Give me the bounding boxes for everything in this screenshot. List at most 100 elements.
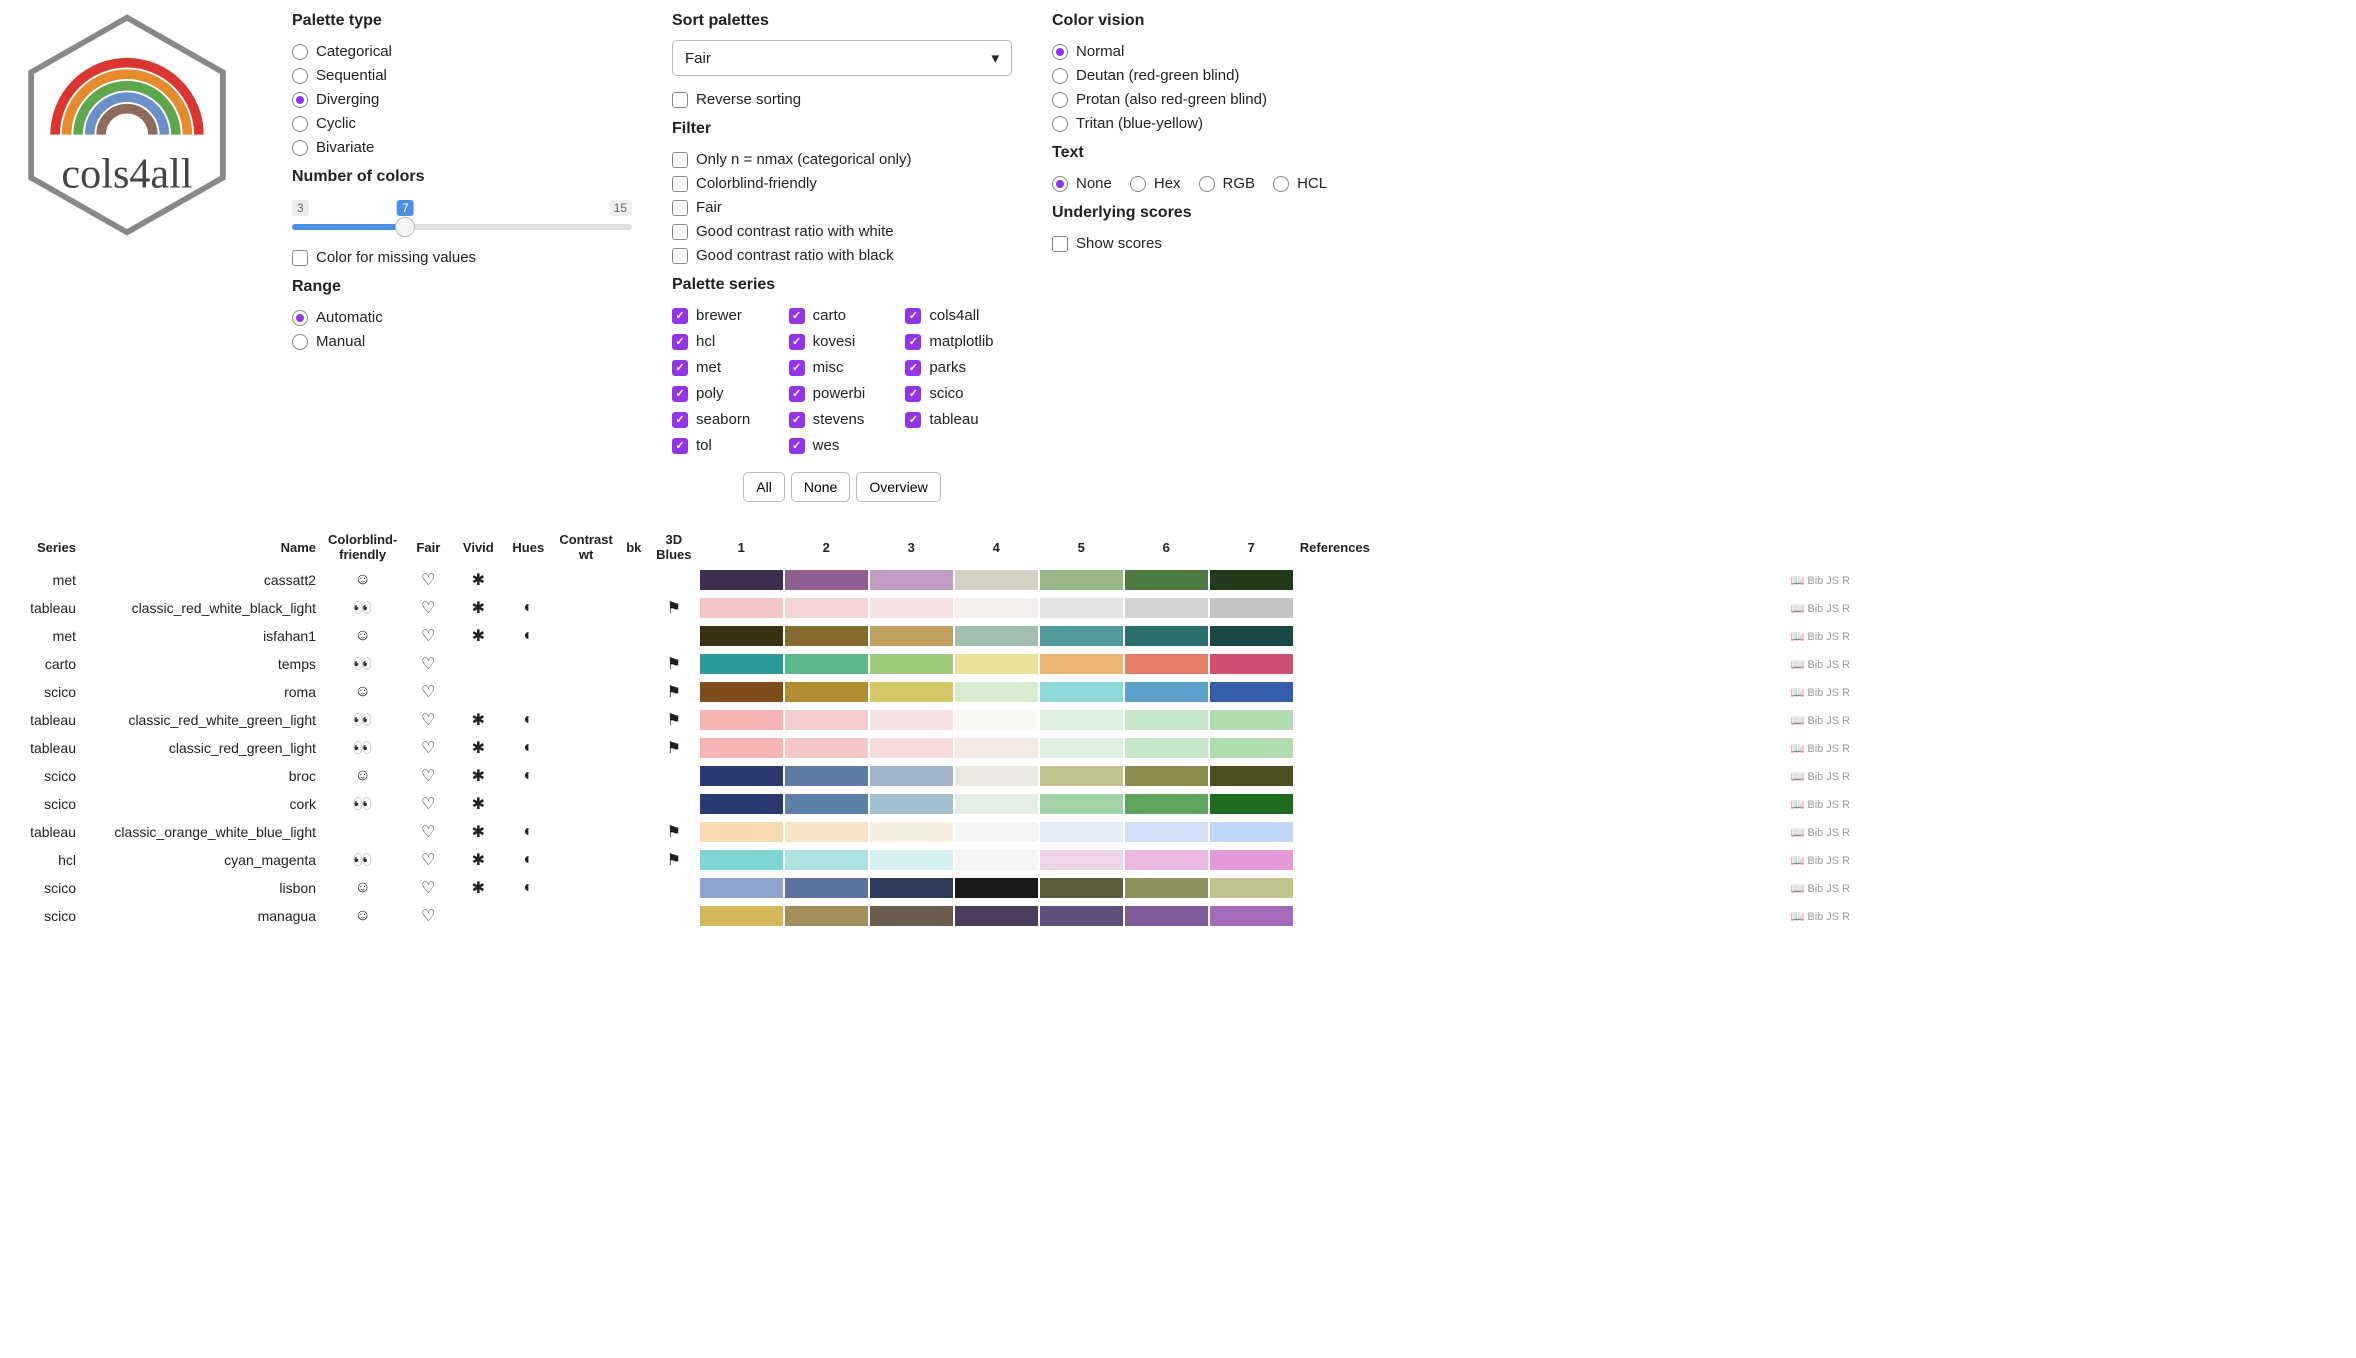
all-button[interactable]: All	[743, 472, 785, 502]
missing-check[interactable]	[292, 250, 308, 266]
ref-bib[interactable]: Bib	[1807, 743, 1823, 755]
ptype-radio-bivariate[interactable]	[292, 140, 308, 156]
filter-check[interactable]	[672, 176, 688, 192]
ref-book-icon[interactable]: 📖	[1791, 575, 1805, 587]
ref-book-icon[interactable]: 📖	[1791, 631, 1805, 643]
series-check-powerbi[interactable]	[789, 386, 805, 402]
vision-radio-deutan-red-green-blind-[interactable]	[1052, 68, 1068, 84]
ref-r[interactable]: R	[1842, 715, 1850, 727]
ref-bib[interactable]: Bib	[1807, 631, 1823, 643]
overview-button[interactable]: Overview	[856, 472, 940, 502]
series-check-cols4all[interactable]	[905, 308, 921, 324]
ref-bib[interactable]: Bib	[1807, 911, 1823, 923]
ref-r[interactable]: R	[1842, 743, 1850, 755]
ptype-radio-sequential[interactable]	[292, 68, 308, 84]
series-check-kovesi[interactable]	[789, 334, 805, 350]
ref-js[interactable]: JS	[1826, 715, 1839, 727]
ref-bib[interactable]: Bib	[1807, 575, 1823, 587]
filter-check[interactable]	[672, 224, 688, 240]
ref-bib[interactable]: Bib	[1807, 827, 1823, 839]
ref-js[interactable]: JS	[1826, 575, 1839, 587]
svg-text:cols4all: cols4all	[61, 150, 192, 197]
series-check-matplotlib[interactable]	[905, 334, 921, 350]
text-radio-rgb[interactable]	[1199, 176, 1215, 192]
ref-r[interactable]: R	[1842, 575, 1850, 587]
ref-r[interactable]: R	[1842, 659, 1850, 671]
ref-book-icon[interactable]: 📖	[1791, 743, 1805, 755]
series-check-stevens[interactable]	[789, 412, 805, 428]
vision-radio-normal[interactable]	[1052, 44, 1068, 60]
series-check-scico[interactable]	[905, 386, 921, 402]
text-radio-hex[interactable]	[1130, 176, 1146, 192]
ref-book-icon[interactable]: 📖	[1791, 659, 1805, 671]
ref-book-icon[interactable]: 📖	[1791, 771, 1805, 783]
ref-bib[interactable]: Bib	[1807, 715, 1823, 727]
filter-check[interactable]	[672, 248, 688, 264]
ref-bib[interactable]: Bib	[1807, 771, 1823, 783]
vision-radio-tritan-blue-yellow-[interactable]	[1052, 116, 1068, 132]
series-check-brewer[interactable]	[672, 308, 688, 324]
ref-r[interactable]: R	[1842, 771, 1850, 783]
table-row: tableauclassic_red_white_black_light👀♡✱◐…	[12, 594, 2344, 622]
ptype-radio-cyclic[interactable]	[292, 116, 308, 132]
filter-check[interactable]	[672, 152, 688, 168]
none-button[interactable]: None	[791, 472, 850, 502]
sort-select[interactable]: Fair▾	[672, 40, 1012, 76]
ref-r[interactable]: R	[1842, 911, 1850, 923]
ref-book-icon[interactable]: 📖	[1791, 855, 1805, 867]
ref-r[interactable]: R	[1842, 603, 1850, 615]
text-radio-hcl[interactable]	[1273, 176, 1289, 192]
ref-js[interactable]: JS	[1826, 631, 1839, 643]
ptype-radio-categorical[interactable]	[292, 44, 308, 60]
ref-book-icon[interactable]: 📖	[1791, 799, 1805, 811]
series-check-tableau[interactable]	[905, 412, 921, 428]
ref-js[interactable]: JS	[1826, 743, 1839, 755]
vision-radio-protan-also-red-green-blind-[interactable]	[1052, 92, 1068, 108]
ref-r[interactable]: R	[1842, 631, 1850, 643]
series-check-parks[interactable]	[905, 360, 921, 376]
ref-book-icon[interactable]: 📖	[1791, 715, 1805, 727]
reverse-check[interactable]	[672, 92, 688, 108]
num-colors-heading: Number of colors	[292, 168, 632, 186]
ref-js[interactable]: JS	[1826, 603, 1839, 615]
ref-bib[interactable]: Bib	[1807, 659, 1823, 671]
ref-js[interactable]: JS	[1826, 687, 1839, 699]
ref-bib[interactable]: Bib	[1807, 603, 1823, 615]
series-check-met[interactable]	[672, 360, 688, 376]
ref-bib[interactable]: Bib	[1807, 687, 1823, 699]
ref-r[interactable]: R	[1842, 855, 1850, 867]
ref-bib[interactable]: Bib	[1807, 799, 1823, 811]
ref-book-icon[interactable]: 📖	[1791, 603, 1805, 615]
ref-book-icon[interactable]: 📖	[1791, 911, 1805, 923]
series-check-hcl[interactable]	[672, 334, 688, 350]
ref-js[interactable]: JS	[1826, 799, 1839, 811]
ref-bib[interactable]: Bib	[1807, 855, 1823, 867]
series-check-seaborn[interactable]	[672, 412, 688, 428]
text-radio-none[interactable]	[1052, 176, 1068, 192]
ref-js[interactable]: JS	[1826, 771, 1839, 783]
ref-book-icon[interactable]: 📖	[1791, 883, 1805, 895]
ref-js[interactable]: JS	[1826, 911, 1839, 923]
ref-js[interactable]: JS	[1826, 883, 1839, 895]
series-check-wes[interactable]	[789, 438, 805, 454]
ref-r[interactable]: R	[1842, 883, 1850, 895]
ref-r[interactable]: R	[1842, 687, 1850, 699]
ref-book-icon[interactable]: 📖	[1791, 827, 1805, 839]
filter-check[interactable]	[672, 200, 688, 216]
scores-check[interactable]	[1052, 236, 1068, 252]
series-check-misc[interactable]	[789, 360, 805, 376]
ref-book-icon[interactable]: 📖	[1791, 687, 1805, 699]
num-colors-slider[interactable]: 3 7 15	[292, 200, 632, 240]
ref-r[interactable]: R	[1842, 799, 1850, 811]
series-check-poly[interactable]	[672, 386, 688, 402]
ref-js[interactable]: JS	[1826, 659, 1839, 671]
ref-bib[interactable]: Bib	[1807, 883, 1823, 895]
ref-js[interactable]: JS	[1826, 855, 1839, 867]
range-radio-automatic[interactable]	[292, 310, 308, 326]
ref-js[interactable]: JS	[1826, 827, 1839, 839]
ptype-radio-diverging[interactable]	[292, 92, 308, 108]
ref-r[interactable]: R	[1842, 827, 1850, 839]
series-check-carto[interactable]	[789, 308, 805, 324]
series-check-tol[interactable]	[672, 438, 688, 454]
range-radio-manual[interactable]	[292, 334, 308, 350]
